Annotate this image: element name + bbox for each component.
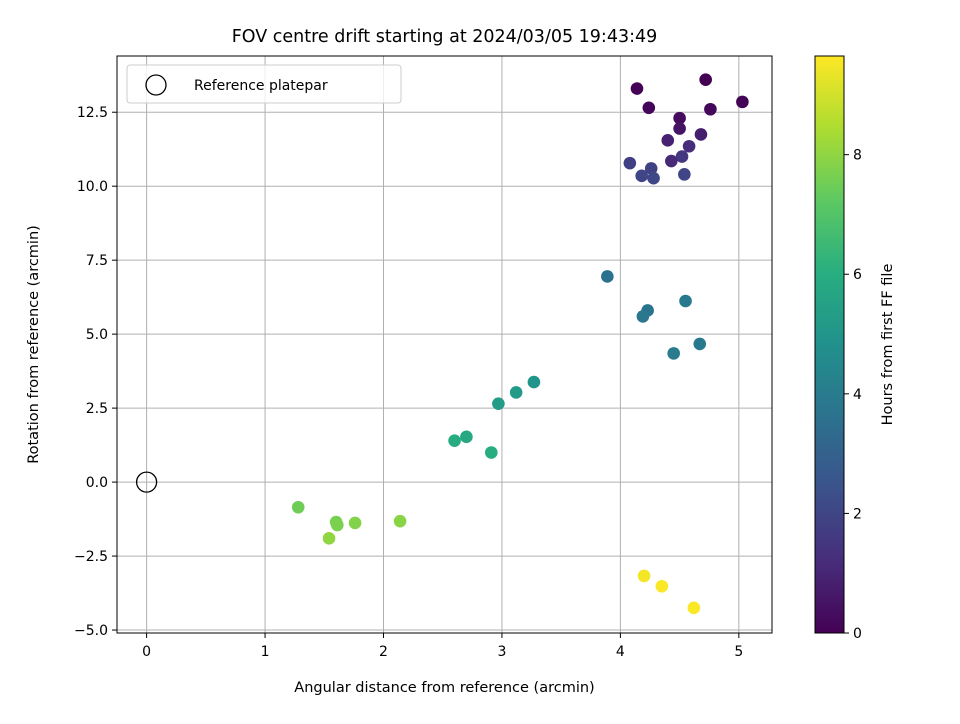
data-point xyxy=(601,270,614,283)
x-tick-label: 1 xyxy=(261,644,270,660)
data-points xyxy=(291,73,749,615)
colorbar-tick-label: 8 xyxy=(853,148,862,164)
chart-title: FOV centre drift starting at 2024/03/05 … xyxy=(232,27,658,47)
reference-marker-layer xyxy=(135,471,158,493)
data-point xyxy=(647,171,660,185)
data-point xyxy=(644,162,658,175)
y-tick-label: 12.5 xyxy=(77,105,108,121)
colorbar-tick-label: 0 xyxy=(853,626,862,642)
data-point xyxy=(460,430,473,444)
data-point xyxy=(637,569,651,583)
legend-box xyxy=(126,64,402,104)
data-point xyxy=(736,95,749,109)
x-tick-label: 4 xyxy=(616,644,625,660)
data-point xyxy=(331,518,344,532)
data-point xyxy=(642,101,656,115)
grid-lines xyxy=(117,56,772,633)
y-axis-ticks: −5.0 −2.5 0.0 2.5 5.0 7.5 10.0 12.5 xyxy=(74,105,117,639)
y-tick-label: 7.5 xyxy=(86,253,108,269)
y-tick-label: 10.0 xyxy=(77,179,108,195)
y-tick-label: −2.5 xyxy=(74,549,108,565)
x-tick-label: 3 xyxy=(497,644,506,660)
data-point xyxy=(694,128,708,141)
data-point xyxy=(661,134,675,147)
data-point xyxy=(636,310,650,323)
data-point xyxy=(675,150,689,163)
data-point xyxy=(655,579,669,593)
y-tick-label: 5.0 xyxy=(86,327,108,343)
data-point xyxy=(679,294,692,308)
data-point xyxy=(635,169,649,183)
data-point xyxy=(665,154,678,168)
legend: Reference platepar xyxy=(126,64,402,104)
colorbar: 0 2 4 6 8 Hours from first FF file xyxy=(814,55,896,642)
x-tick-label: 5 xyxy=(734,644,743,660)
legend-marker-open-circle xyxy=(145,74,167,96)
colorbar-gradient xyxy=(814,55,845,634)
data-point xyxy=(678,168,691,181)
data-point xyxy=(348,516,362,530)
legend-label: Reference platepar xyxy=(194,78,328,94)
data-point xyxy=(527,375,541,389)
data-point xyxy=(699,73,712,86)
data-point xyxy=(623,156,637,170)
colorbar-ticks: 0 2 4 6 8 xyxy=(844,148,862,642)
data-point xyxy=(322,532,336,545)
x-tick-label: 0 xyxy=(142,644,151,660)
data-point xyxy=(484,446,498,459)
data-point xyxy=(630,82,644,95)
y-tick-label: 2.5 xyxy=(86,401,108,417)
data-point xyxy=(704,102,717,116)
y-tick-label: 0.0 xyxy=(86,475,108,491)
data-point xyxy=(682,139,696,153)
colorbar-label: Hours from first FF file xyxy=(880,264,896,426)
data-point xyxy=(673,111,686,125)
data-point xyxy=(687,601,701,615)
data-point xyxy=(673,122,686,135)
y-tick-label: −5.0 xyxy=(74,623,108,639)
data-point xyxy=(667,347,680,360)
x-axis-ticks: 0 1 2 3 4 5 xyxy=(142,633,743,660)
reference-platepar-marker xyxy=(135,471,158,493)
data-point xyxy=(393,514,407,528)
data-point xyxy=(509,386,523,399)
data-point xyxy=(492,397,505,410)
colorbar-tick-label: 2 xyxy=(853,506,862,522)
colorbar-tick-label: 6 xyxy=(853,267,862,283)
data-point xyxy=(448,434,461,447)
colorbar-tick-label: 4 xyxy=(853,387,862,403)
plot-frame xyxy=(116,55,773,634)
y-axis-label: Rotation from reference (arcmin) xyxy=(26,225,42,464)
data-point xyxy=(291,500,305,514)
x-tick-label: 2 xyxy=(379,644,388,660)
data-point xyxy=(693,337,707,351)
x-axis-label: Angular distance from reference (arcmin) xyxy=(294,680,594,696)
